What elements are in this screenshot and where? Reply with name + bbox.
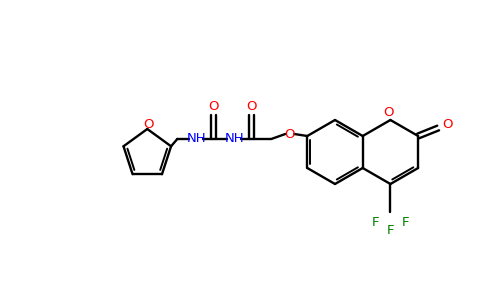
Text: NH: NH	[225, 133, 244, 146]
Text: O: O	[246, 100, 257, 113]
Text: O: O	[143, 118, 153, 130]
Text: O: O	[208, 100, 219, 113]
Text: F: F	[387, 224, 394, 236]
Text: O: O	[284, 128, 295, 140]
Text: O: O	[442, 118, 453, 131]
Text: O: O	[383, 106, 393, 119]
Text: F: F	[372, 215, 379, 229]
Text: F: F	[402, 215, 409, 229]
Text: NH: NH	[186, 133, 206, 146]
